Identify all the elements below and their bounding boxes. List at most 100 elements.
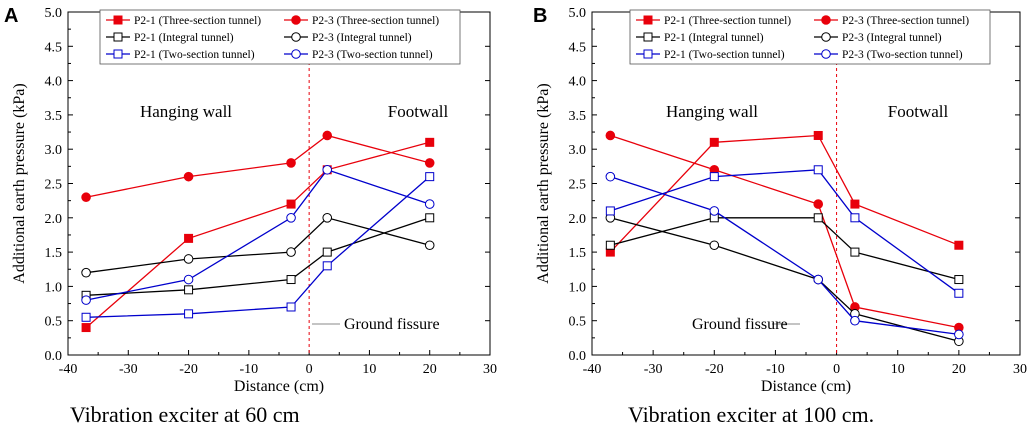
y-tick-label: 3.0 — [45, 143, 63, 158]
y-tick-label: 5.0 — [569, 6, 587, 21]
data-point — [821, 49, 831, 59]
x-tick-label: -40 — [59, 362, 78, 377]
data-point — [813, 130, 823, 140]
data-point — [709, 206, 720, 216]
y-tick-label: 0.5 — [45, 315, 63, 330]
data-point — [425, 172, 435, 182]
y-tick-label: 0.0 — [569, 349, 587, 364]
data-point — [813, 274, 824, 285]
legend-label: P2-3 (Three-section tunnel) — [842, 15, 969, 27]
data-point — [424, 199, 435, 209]
y-tick-label: 0.5 — [569, 315, 587, 330]
data-point — [605, 130, 616, 141]
data-point — [605, 240, 615, 250]
data-point — [954, 275, 964, 285]
legend-label: P2-1 (Two-section tunnel) — [134, 49, 255, 61]
data-point — [81, 267, 91, 278]
panel-label: B — [533, 5, 547, 27]
data-point — [821, 15, 831, 25]
data-point — [286, 199, 296, 209]
legend-label: P2-1 (Integral tunnel) — [134, 32, 234, 44]
footwall-label: Footwall — [388, 102, 449, 121]
series-0 — [605, 130, 964, 257]
x-tick-label: 0 — [833, 362, 840, 377]
data-point — [850, 315, 860, 326]
series-line — [86, 217, 430, 274]
data-point — [81, 192, 91, 203]
y-tick-label: 1.0 — [45, 280, 63, 295]
series-2 — [605, 213, 964, 285]
y-axis-label: Additional earth pressure (kPa) — [535, 83, 552, 283]
legend-item: P2-3 (Integral tunnel) — [814, 32, 942, 44]
data-point — [605, 171, 616, 182]
data-point — [291, 49, 301, 59]
series-1 — [81, 130, 435, 203]
data-point — [322, 261, 332, 271]
x-tick-label: 20 — [423, 362, 437, 377]
legend-item: P2-3 (Three-section tunnel) — [814, 15, 969, 27]
data-point — [605, 206, 615, 216]
data-point — [113, 32, 123, 42]
series-line — [86, 217, 430, 296]
data-point — [643, 49, 653, 59]
data-point — [821, 32, 831, 42]
data-point — [850, 213, 860, 223]
data-point — [322, 164, 333, 175]
series-3 — [605, 213, 964, 347]
legend: P2-1 (Three-section tunnel) P2-3 (Three-s… — [629, 9, 991, 65]
data-point — [286, 158, 296, 168]
legend-box — [99, 9, 461, 65]
fissure-label: Ground fissure — [692, 316, 788, 333]
caption-panel-b: Vibration exciter at 100 cm. — [628, 402, 875, 427]
hanging-wall-label: Hanging wall — [140, 102, 232, 121]
x-tick-label: -40 — [583, 362, 602, 377]
x-tick-label: -30 — [644, 362, 663, 377]
series-1 — [605, 130, 964, 333]
legend-item: P2-1 (Integral tunnel) — [636, 32, 764, 44]
data-point — [425, 213, 435, 223]
data-point — [81, 323, 91, 333]
data-point — [291, 15, 301, 25]
x-tick-label: 0 — [306, 362, 313, 377]
chart-panel-b: B 0.0 0.5 1.0 1.5 2.0 2.5 3.0 3.5 4.0 4.5 5.0 -40 -30… — [533, 5, 1027, 395]
legend-box — [629, 9, 991, 65]
data-point — [424, 158, 435, 168]
legend-item: P2-3 (Integral tunnel) — [284, 32, 412, 44]
legend-label: P2-1 (Two-section tunnel) — [664, 49, 785, 61]
data-point — [183, 254, 194, 264]
data-point — [183, 274, 194, 285]
y-tick-label: 5.0 — [45, 6, 63, 21]
y-tick-label: 2.0 — [45, 212, 63, 227]
data-point — [286, 247, 296, 257]
y-tick-label: 2.0 — [569, 212, 587, 227]
legend-label: P2-1 (Three-section tunnel) — [134, 15, 261, 27]
legend-label: P2-3 (Two-section tunnel) — [312, 49, 433, 61]
data-point — [709, 172, 719, 182]
x-tick-label: 30 — [483, 362, 497, 377]
data-point — [113, 15, 123, 25]
data-point — [322, 130, 333, 141]
series-5 — [605, 171, 964, 340]
data-point — [286, 302, 296, 312]
data-point — [954, 329, 964, 340]
data-point — [184, 285, 194, 295]
data-point — [184, 309, 194, 319]
data-point — [183, 171, 194, 182]
legend-item: P2-1 (Two-section tunnel) — [636, 49, 785, 61]
data-point — [322, 247, 332, 257]
y-axis-label: Additional earth pressure (kPa) — [11, 83, 28, 283]
y-tick-label: 1.5 — [569, 246, 587, 261]
series-line — [85, 134, 430, 198]
y-tick-label: 1.5 — [45, 246, 63, 261]
legend-label: P2-3 (Two-section tunnel) — [842, 49, 963, 61]
x-tick-label: 20 — [952, 362, 966, 377]
data-point — [425, 137, 435, 147]
data-point — [81, 295, 91, 305]
legend-item: P2-1 (Integral tunnel) — [106, 32, 234, 44]
data-point — [813, 199, 824, 209]
legend-item: P2-3 (Two-section tunnel) — [284, 49, 433, 61]
data-point — [286, 275, 296, 285]
footwall-label: Footwall — [888, 102, 949, 121]
y-tick-label: 1.0 — [569, 280, 587, 295]
